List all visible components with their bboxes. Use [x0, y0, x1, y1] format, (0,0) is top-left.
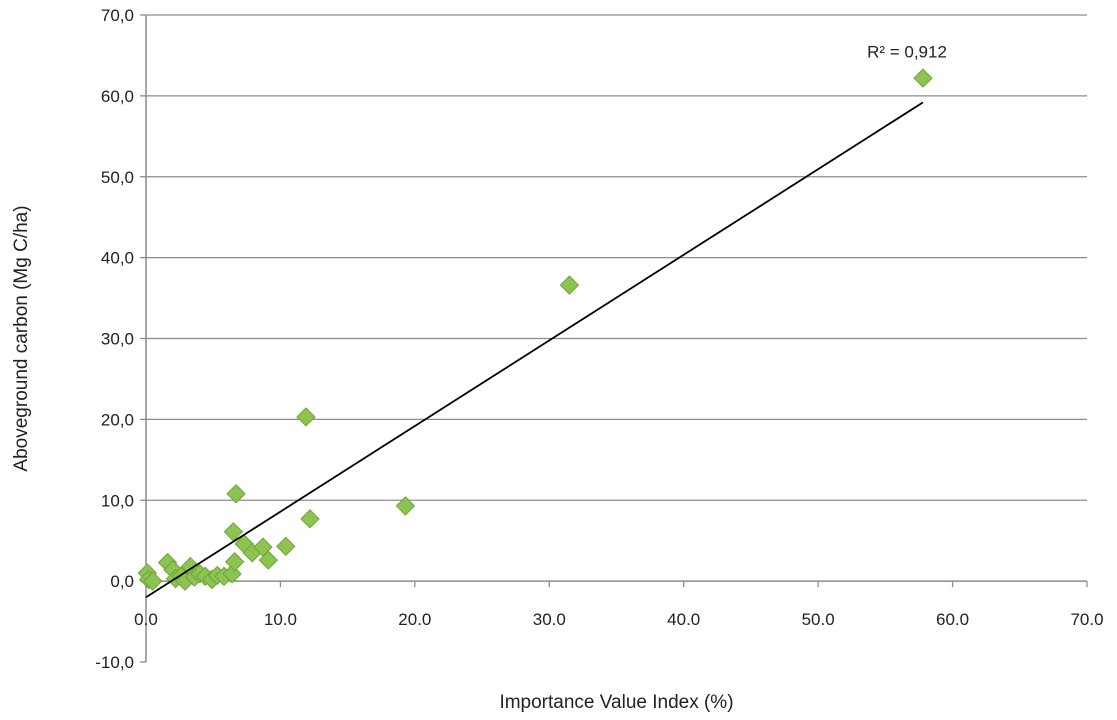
data-points	[137, 68, 933, 591]
trendline	[145, 101, 924, 599]
y-tick-label: 60,0	[101, 87, 134, 106]
x-tick-label: 0.0	[134, 610, 158, 629]
data-point-18	[226, 484, 246, 504]
y-tick-label: 0,0	[110, 572, 134, 591]
r-squared-annotation: R² = 0,912	[867, 42, 947, 61]
x-tick-label: 50.0	[802, 610, 835, 629]
y-tick-label: -10,0	[95, 653, 134, 672]
y-tick-labels: -10,0 0,0 10,0 20,0 30,0 40,0 50,0 60,0 70,0	[95, 6, 134, 672]
x-tick-label: 70.0	[1070, 610, 1103, 629]
y-tick-label: 40,0	[101, 249, 134, 268]
y-tick-label: 30,0	[101, 330, 134, 349]
data-point-22	[258, 550, 279, 570]
data-point-23	[276, 536, 296, 557]
x-tick-label: 30.0	[533, 610, 566, 629]
gridlines	[146, 14, 1087, 501]
x-axis-title: Importance Value Index (%)	[499, 692, 733, 713]
x-tick-label: 10.0	[264, 610, 297, 629]
y-tick-label: 70,0	[101, 6, 134, 25]
x-tick-label: 60.0	[936, 610, 969, 629]
y-tick-label: 20,0	[101, 410, 134, 429]
x-tick-labels: 0.0 10.0 20.0 30.0 40.0 50.0 60.0 70.0	[134, 610, 1103, 629]
y-tick-label: 50,0	[101, 168, 134, 187]
x-tick-label: 20.0	[398, 610, 431, 629]
data-point-26	[395, 496, 416, 516]
annotations: R² = 0,912	[867, 42, 947, 61]
data-point-17	[225, 552, 245, 572]
data-point-28	[913, 68, 933, 88]
data-point-27	[559, 275, 580, 295]
y-tick-label: 10,0	[101, 491, 134, 510]
y-axis-title: Aboveground carbon (Mg C/ha)	[11, 205, 32, 471]
x-tick-label: 40.0	[667, 610, 700, 629]
data-point-25	[300, 509, 320, 529]
data-point-2	[143, 571, 163, 591]
data-point-24	[296, 407, 316, 427]
